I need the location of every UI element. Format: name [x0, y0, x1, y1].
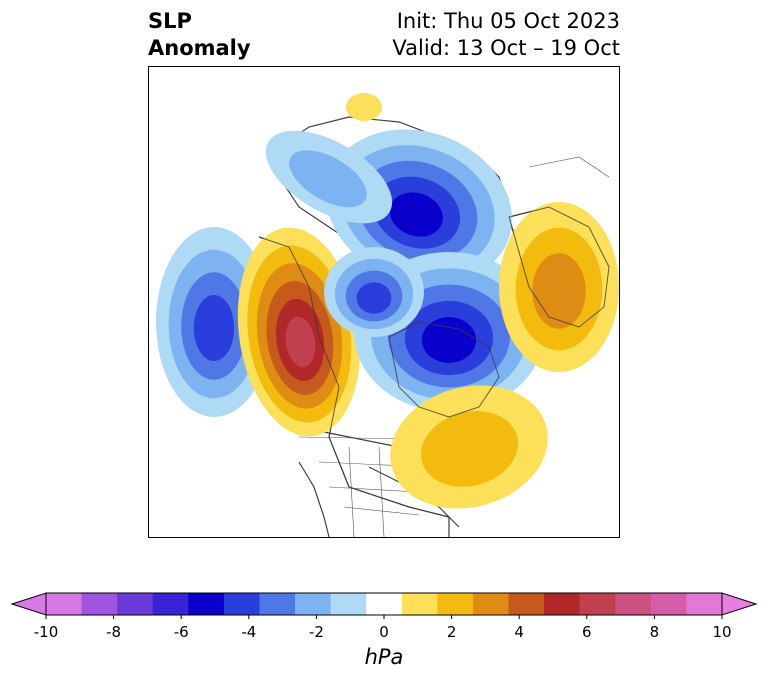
- colorbar: -10 -8 -6 -4 -2 0 2 4 6 8 10: [10, 592, 758, 641]
- colorbar-tick-label: 6: [582, 623, 592, 641]
- colorbar-tick-label: -2: [309, 623, 324, 641]
- colorbar-swatch: [330, 593, 367, 615]
- anomaly-contour-level: [421, 411, 519, 487]
- negative-anomaly-hudson: [324, 247, 424, 337]
- colorbar-extend-low: [10, 592, 47, 616]
- colorbar-swatch: [544, 593, 581, 615]
- colorbar-tick-label: 4: [514, 623, 524, 641]
- title-variable: SLP: [148, 9, 192, 33]
- colorbar-tick-label: -8: [106, 623, 121, 641]
- anomaly-contours: [156, 93, 619, 509]
- positive-anomaly-northwest-atlantic: [390, 385, 548, 509]
- colorbar-tick-label: -4: [241, 623, 256, 641]
- valid-range: Valid: 13 Oct – 19 Oct: [392, 36, 620, 60]
- colorbar-tick-label: -6: [174, 623, 189, 641]
- anomaly-contour-level: [532, 253, 586, 329]
- colorbar-swatch: [579, 593, 616, 615]
- colorbar-swatch: [615, 593, 652, 615]
- title-right: Init: Thu 05 Oct 2023 Valid: 13 Oct – 19…: [392, 8, 620, 62]
- negative-anomaly-pacific-arm: [265, 130, 393, 224]
- colorbar-unit: hPa: [364, 645, 404, 669]
- colorbar-tick-label: -10: [34, 623, 59, 641]
- title-variable-sub: Anomaly: [148, 36, 251, 60]
- anomaly-contour-level: [193, 294, 235, 362]
- colorbar-swatch: [223, 593, 260, 615]
- colorbar-tick-label: 10: [712, 623, 731, 641]
- init-date: Init: Thu 05 Oct 2023: [396, 9, 620, 33]
- colorbar-swatch: [508, 593, 545, 615]
- colorbar-swatch: [295, 593, 332, 615]
- colorbar-swatch: [259, 593, 296, 615]
- colorbar-tick-label: 8: [650, 623, 660, 641]
- map-svg: [156, 93, 619, 537]
- anomaly-contour-level: [285, 316, 316, 368]
- negative-anomaly-north-pacific: [156, 227, 272, 417]
- colorbar-tick-label: 0: [379, 623, 389, 641]
- colorbar-swatch: [650, 593, 687, 615]
- colorbar-swatch: [686, 593, 723, 615]
- anomaly-contour-level: [289, 150, 367, 208]
- title-left: SLP Anomaly: [148, 8, 251, 62]
- colorbar-swatch: [46, 593, 83, 615]
- colorbar-swatch: [81, 593, 118, 615]
- colorbar-swatch: [117, 593, 154, 615]
- anomaly-contour-level: [356, 282, 392, 314]
- anomaly-contour-level: [346, 93, 382, 121]
- positive-anomaly-siberia-top: [346, 93, 382, 121]
- positive-anomaly-scandinavia: [499, 202, 619, 372]
- colorbar-swatch: [152, 593, 189, 615]
- colorbar-swatch: [401, 593, 438, 615]
- colorbar-swatch: [437, 593, 474, 615]
- anomaly-contour-level: [421, 317, 477, 363]
- colorbar-tick-label: 2: [447, 623, 457, 641]
- anomaly-contour-level: [389, 192, 443, 237]
- colorbar-swatch: [472, 593, 510, 615]
- colorbar-swatch: [366, 593, 403, 615]
- map-panel: [148, 66, 620, 538]
- colorbar-swatch: [188, 593, 225, 615]
- coastlines-overlay: [258, 206, 610, 537]
- colorbar-extend-high: [721, 592, 758, 616]
